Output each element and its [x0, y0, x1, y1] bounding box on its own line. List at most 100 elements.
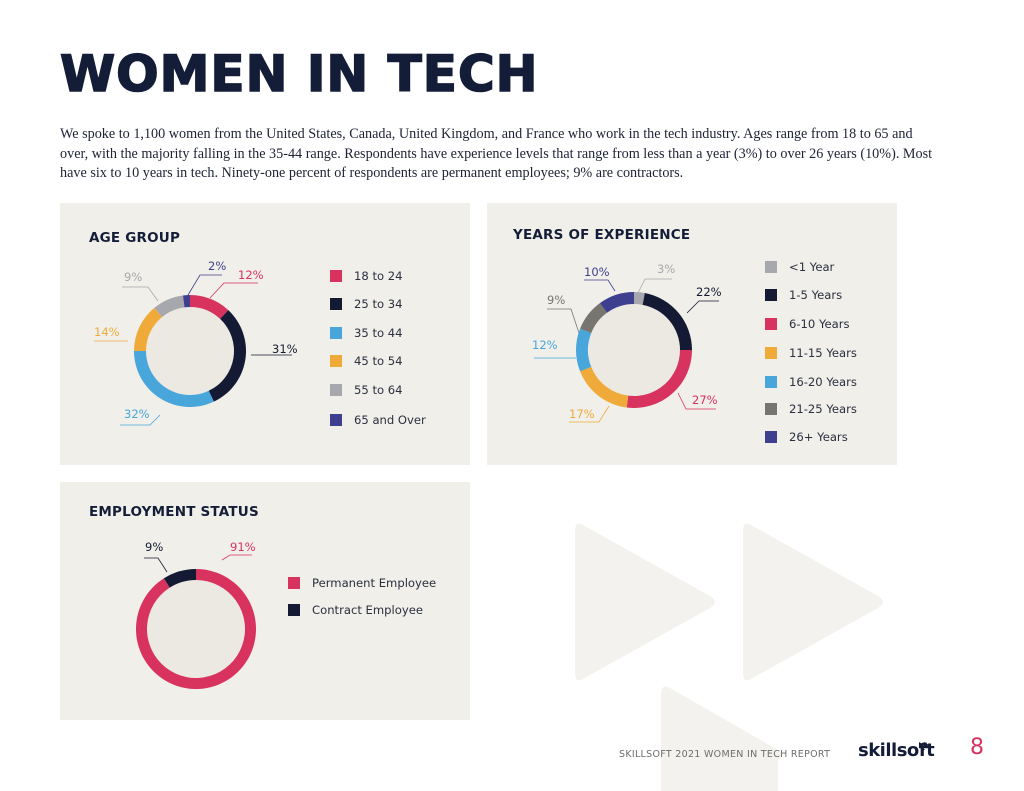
legend-label: 16-20 Years	[789, 375, 857, 389]
donut-slice-16-20-years	[576, 328, 592, 372]
leader-line	[677, 392, 716, 410]
legend-swatch	[765, 431, 777, 443]
employment-status-title: EMPLOYMENT STATUS	[89, 504, 259, 520]
legend-label: 18 to 24	[354, 269, 403, 283]
employment-status-donut: 91% 9%	[136, 540, 256, 689]
donut-center	[146, 307, 234, 395]
legend-item: 26+ Years	[765, 430, 848, 444]
donut-center	[147, 580, 245, 678]
donut-slice-35-to-44	[134, 351, 214, 407]
leader-line	[221, 554, 252, 561]
employment-status-panel: EMPLOYMENT STATUS 91% 9% Permanent Employ…	[60, 482, 470, 720]
legend-swatch	[330, 298, 342, 310]
legend-label: Contract Employee	[312, 603, 423, 617]
donut-slice-contract-employee	[163, 569, 196, 588]
leader-line	[686, 300, 719, 314]
legend-label: 21-25 Years	[789, 402, 857, 416]
legend-item: Contract Employee	[288, 603, 423, 617]
intro-paragraph: We spoke to 1,100 women from the United …	[60, 126, 933, 181]
fast-forward-icon	[919, 742, 929, 752]
donut-slice-45-to-54	[134, 307, 162, 351]
play-shape-icon	[743, 523, 883, 681]
legend-item: 18 to 24	[330, 269, 403, 283]
legend-item: 55 to 64	[330, 383, 403, 397]
data-label: 9%	[124, 270, 142, 284]
leader-line	[122, 286, 159, 302]
leader-line	[637, 278, 672, 294]
donut-center	[588, 304, 680, 396]
data-label: 17%	[569, 407, 595, 421]
legend-label: 55 to 64	[354, 383, 403, 397]
legend-item: 16-20 Years	[765, 375, 857, 389]
data-label: 9%	[547, 293, 565, 307]
legend-label: 35 to 44	[354, 326, 403, 340]
legend-item: 11-15 Years	[765, 346, 857, 360]
leader-line	[187, 274, 222, 296]
legend-item: Permanent Employee	[288, 576, 436, 590]
data-label: 14%	[94, 325, 120, 339]
age-group-donut: 12% 31% 32% 14% 9% 2%	[94, 259, 298, 426]
donut-slice-25-to-34	[208, 310, 247, 402]
data-label: 22%	[696, 285, 722, 299]
page-title: WOMEN IN TECH	[59, 44, 539, 104]
data-label: 32%	[124, 407, 150, 421]
legend-swatch	[765, 318, 777, 330]
legend-swatch	[765, 403, 777, 415]
legend-item: 45 to 54	[330, 354, 403, 368]
donut-slice-6-10-years	[626, 350, 692, 408]
legend-swatch	[330, 414, 342, 426]
legend-item: 35 to 44	[330, 326, 403, 340]
leader-line	[209, 282, 258, 299]
page-number: 8	[970, 735, 984, 760]
legend-swatch	[288, 577, 300, 589]
footer-report-name: SKILLSOFT 2021 WOMEN IN TECH REPORT	[619, 749, 831, 760]
years-experience-donut: 3% 22% 27% 17% 12% 9% 10%	[532, 262, 722, 423]
leader-line	[547, 308, 580, 334]
legend-item: 21-25 Years	[765, 402, 857, 416]
legend-swatch	[765, 376, 777, 388]
data-label: 31%	[272, 342, 298, 356]
donut-slice-65-and-over	[182, 295, 190, 308]
leader-line	[144, 557, 168, 573]
donut-slice-21-25-years	[580, 303, 607, 334]
legend-swatch	[330, 327, 342, 339]
legend-swatch	[330, 270, 342, 282]
years-experience-panel: YEARS OF EXPERIENCE 3% 22% 27% 17% 12% 9% 10% …	[487, 203, 897, 465]
legend-label: Permanent Employee	[312, 576, 437, 590]
leader-line	[120, 414, 161, 426]
legend-swatch	[765, 289, 777, 301]
legend-item: <1 Year	[765, 260, 834, 274]
donut-slice-11-15-years	[580, 366, 629, 408]
legend-label: 65 and Over	[354, 413, 426, 427]
data-label: 27%	[692, 393, 718, 407]
leader-line	[584, 279, 616, 292]
legend-swatch	[288, 604, 300, 616]
legend-swatch	[330, 384, 342, 396]
data-label: 9%	[145, 540, 163, 554]
legend-label: 6-10 Years	[789, 317, 850, 331]
donut-slice-18-to-24	[190, 295, 229, 319]
legend-item: 1-5 Years	[765, 288, 842, 302]
legend-swatch	[330, 355, 342, 367]
skillsoft-logo: skillsoft	[858, 740, 935, 761]
legend-item: 65 and Over	[330, 413, 426, 427]
data-label: 2%	[208, 259, 226, 273]
legend-label: 11-15 Years	[789, 346, 857, 360]
legend-item: 25 to 34	[330, 297, 403, 311]
donut-slice-26-years	[599, 292, 634, 313]
age-group-panel: AGE GROUP 12% 31% 32% 14% 9% 2% 18 to 24 25 t…	[60, 203, 470, 465]
legend-label: 25 to 34	[354, 297, 403, 311]
play-shape-icon	[661, 686, 782, 791]
legend-label: 26+ Years	[789, 430, 848, 444]
legend-item: 6-10 Years	[765, 317, 850, 331]
data-label: 10%	[584, 265, 610, 279]
data-label: 3%	[657, 262, 675, 276]
play-shape-icon	[575, 523, 715, 681]
legend-swatch	[765, 347, 777, 359]
data-label: 12%	[238, 268, 264, 282]
years-experience-title: YEARS OF EXPERIENCE	[513, 227, 691, 243]
data-label: 12%	[532, 338, 558, 352]
legend-label: 1-5 Years	[789, 288, 843, 302]
donut-slice-55-to-64	[154, 295, 185, 318]
